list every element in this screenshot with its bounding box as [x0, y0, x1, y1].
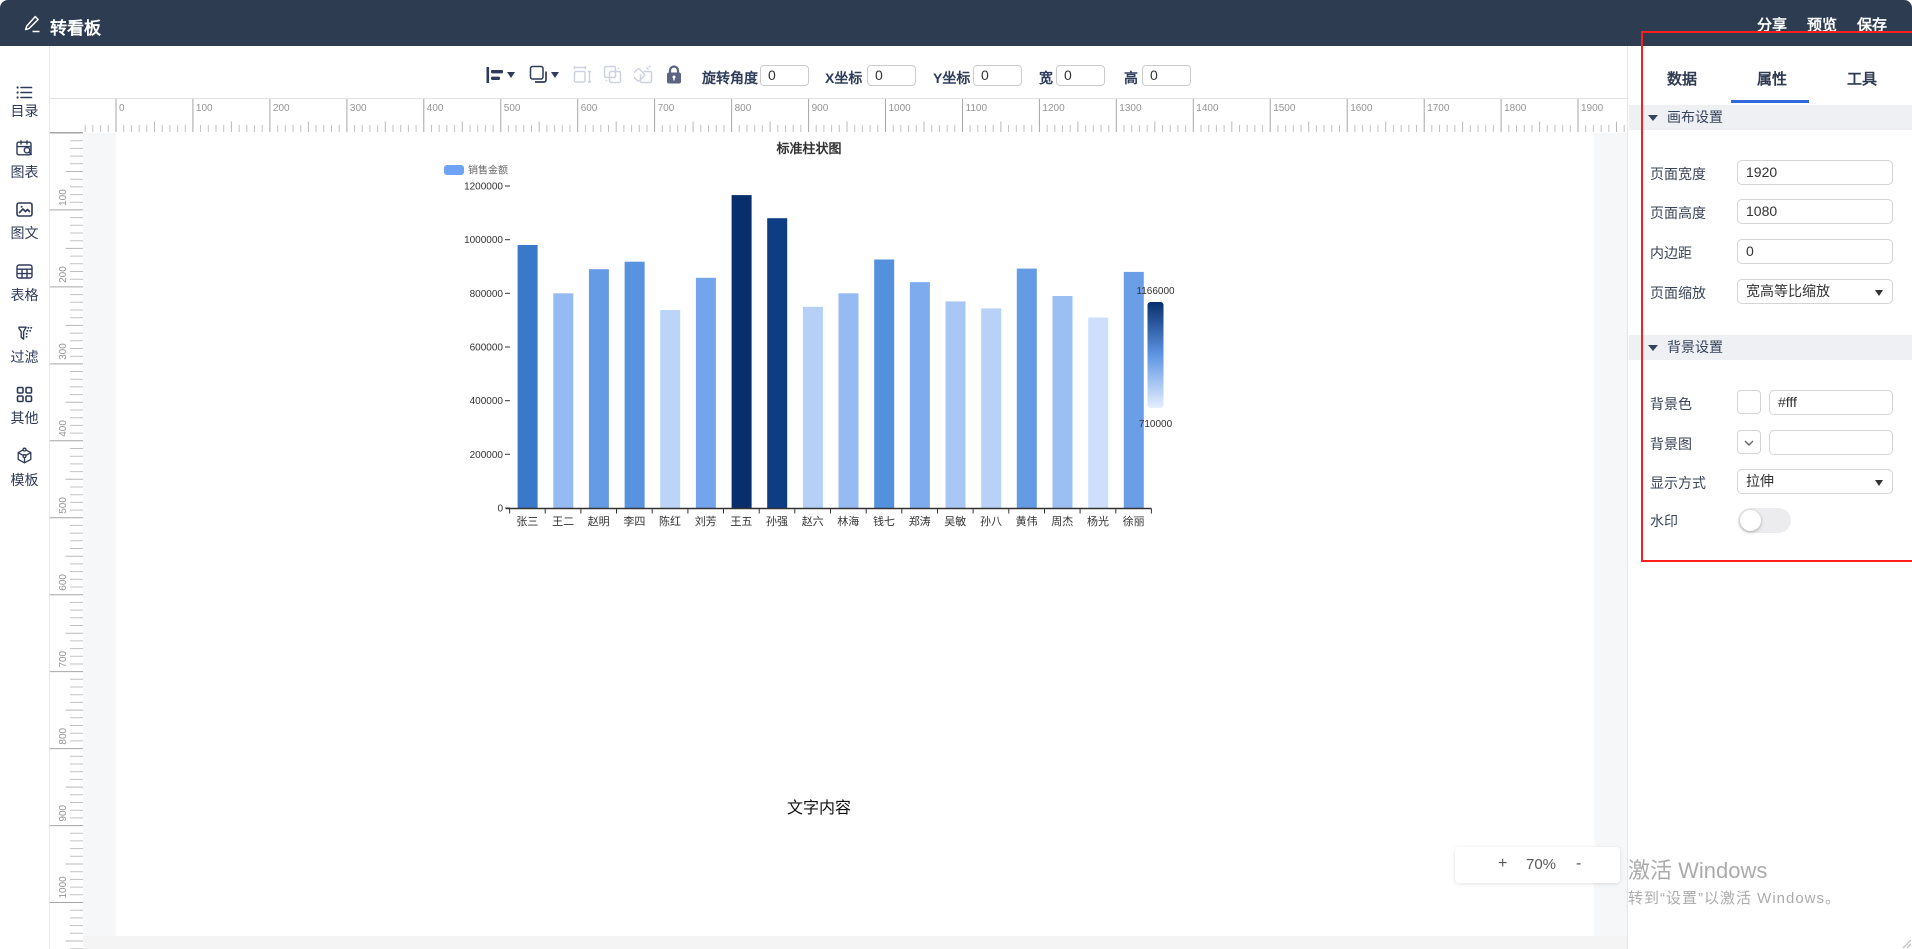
svg-text:600000: 600000: [470, 343, 504, 354]
svg-text:吴敏: 吴敏: [944, 514, 966, 528]
svg-text:刘芳: 刘芳: [695, 514, 717, 528]
svg-text:杨光: 杨光: [1087, 514, 1109, 528]
svg-text:1200: 1200: [1042, 103, 1065, 114]
svg-text:400000: 400000: [470, 396, 504, 407]
svg-text:林海: 林海: [837, 514, 859, 528]
svg-text:1000: 1000: [58, 876, 69, 899]
svg-text:600: 600: [58, 574, 69, 591]
svg-text:1000000: 1000000: [464, 235, 503, 246]
svg-text:赵六: 赵六: [802, 514, 824, 528]
svg-text:1500: 1500: [1273, 103, 1296, 114]
svg-text:900: 900: [58, 804, 69, 821]
svg-text:300: 300: [58, 343, 69, 360]
svg-text:徐丽: 徐丽: [1123, 514, 1145, 528]
svg-text:王二: 王二: [552, 516, 574, 528]
svg-text:200: 200: [273, 103, 290, 114]
svg-text:710000: 710000: [1139, 419, 1173, 430]
svg-text:1400: 1400: [1196, 103, 1219, 114]
svg-text:900: 900: [812, 103, 829, 114]
svg-text:钱七: 钱七: [873, 514, 895, 528]
svg-text:李四: 李四: [623, 514, 645, 528]
svg-text:1700: 1700: [1427, 103, 1450, 114]
svg-text:郑涛: 郑涛: [909, 514, 931, 528]
svg-text:1900: 1900: [1581, 103, 1604, 114]
svg-text:赵明: 赵明: [588, 514, 610, 528]
svg-text:王五: 王五: [730, 516, 752, 528]
svg-text:黄伟: 黄伟: [1016, 514, 1038, 528]
svg-text:700: 700: [658, 103, 675, 114]
svg-text:张三: 张三: [516, 515, 538, 528]
svg-text:0: 0: [119, 103, 125, 114]
svg-text:100: 100: [58, 189, 69, 206]
svg-text:700: 700: [58, 650, 69, 667]
svg-text:1100: 1100: [966, 103, 988, 114]
svg-text:200: 200: [58, 266, 69, 283]
svg-text:孙八: 孙八: [980, 515, 1002, 528]
svg-text:600: 600: [581, 103, 598, 114]
svg-text:标准柱状图: 标准柱状图: [775, 141, 841, 156]
svg-text:1600: 1600: [1350, 103, 1373, 114]
svg-text:400: 400: [427, 103, 444, 114]
svg-text:孙强: 孙强: [766, 515, 788, 528]
svg-text:1300: 1300: [1119, 103, 1142, 114]
svg-text:200000: 200000: [470, 450, 504, 461]
svg-text:1200000: 1200000: [464, 182, 503, 193]
svg-text:1166000: 1166000: [1136, 286, 1175, 297]
svg-text:1000: 1000: [889, 103, 912, 114]
svg-text:300: 300: [350, 103, 367, 114]
svg-text:0: 0: [497, 504, 503, 515]
svg-text:销售金额: 销售金额: [468, 164, 508, 177]
svg-text:陈红: 陈红: [659, 514, 681, 528]
svg-text:800: 800: [58, 727, 69, 744]
svg-text:1800: 1800: [1504, 103, 1527, 114]
svg-text:100: 100: [196, 103, 213, 114]
svg-text:500: 500: [58, 497, 69, 514]
svg-text:800000: 800000: [470, 289, 504, 300]
svg-text:周杰: 周杰: [1051, 515, 1073, 528]
svg-text:500: 500: [504, 103, 521, 114]
svg-text:400: 400: [58, 420, 69, 437]
svg-text:800: 800: [735, 103, 752, 114]
